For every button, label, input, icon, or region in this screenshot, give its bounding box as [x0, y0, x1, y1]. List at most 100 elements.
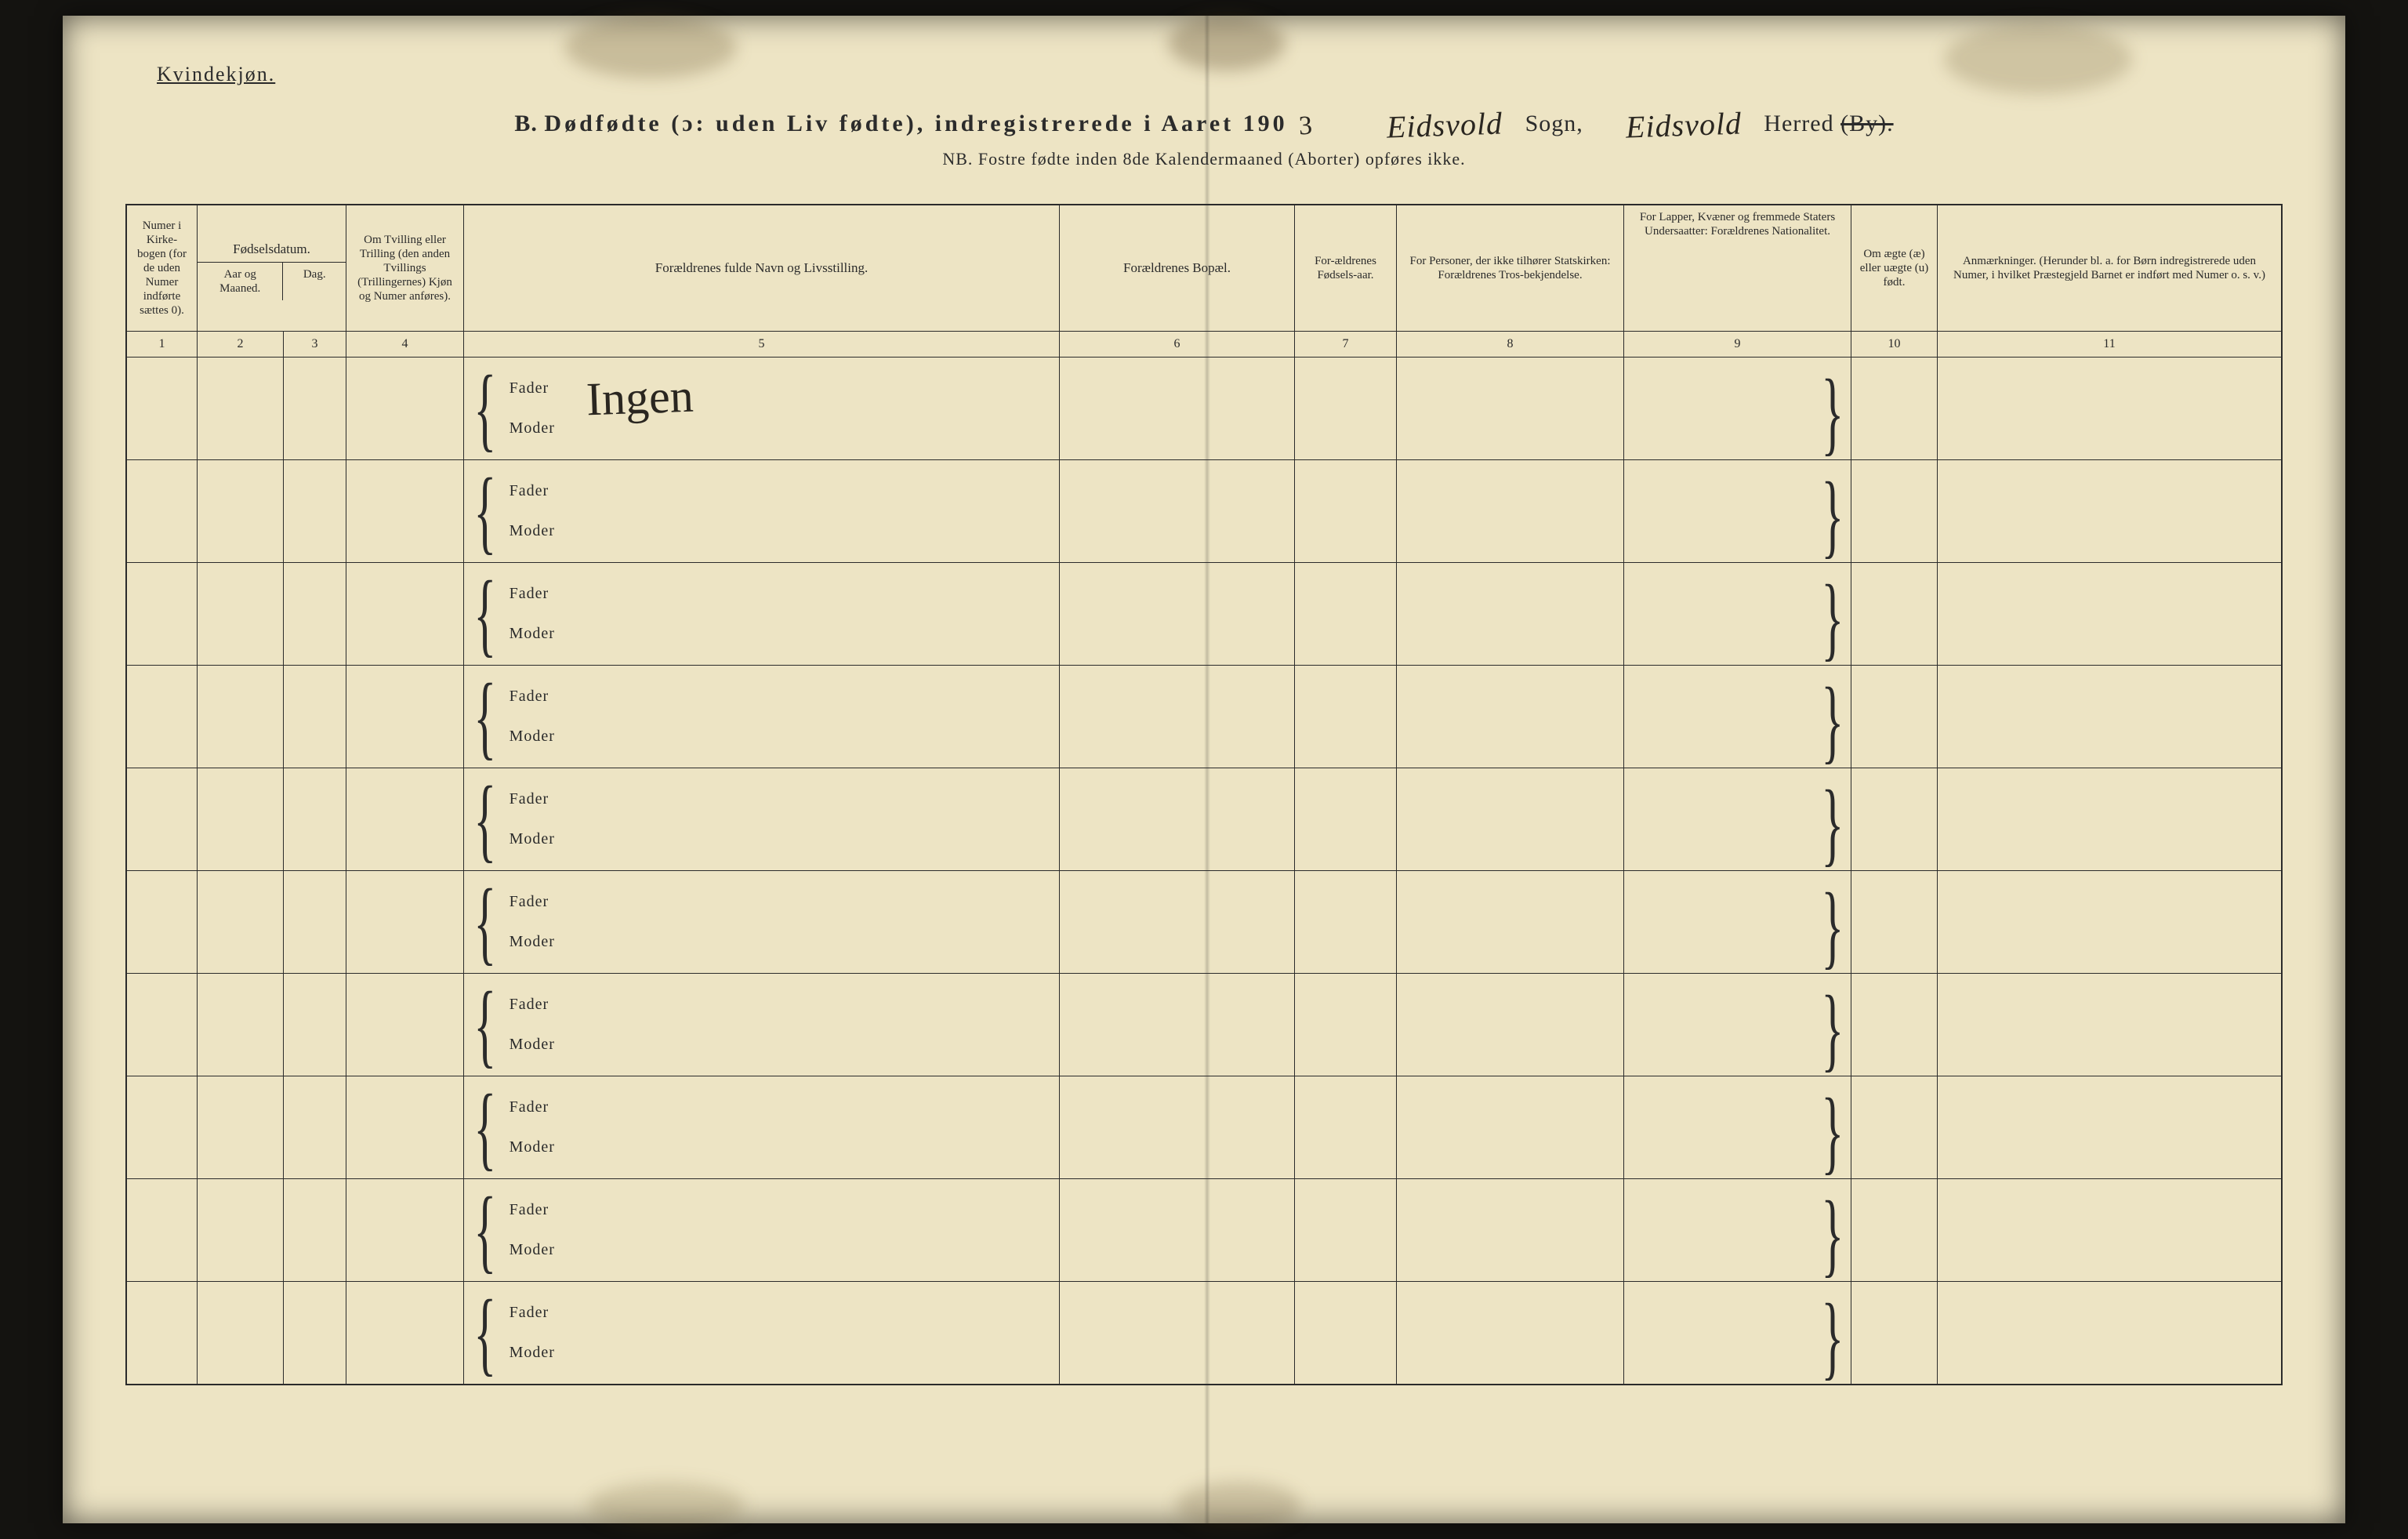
table-cell: [1060, 871, 1295, 973]
table-cell: [284, 1282, 346, 1384]
table-cell: }: [1624, 1282, 1851, 1384]
table-cell: [346, 871, 464, 973]
table-cell: [1295, 1179, 1397, 1281]
table-row: {FaderModer}: [127, 460, 2281, 563]
table-cell: {FaderModer: [464, 974, 1060, 1076]
moder-label: Moder: [510, 1240, 572, 1260]
table-cell: [1851, 974, 1938, 1076]
form-subtitle: NB. Fostre fødte inden 8de Kalendermaane…: [110, 149, 2298, 169]
title-herred-label: Herred: [1764, 111, 1833, 136]
col-header-7: For-ældrenes Fødsels-aar.: [1295, 205, 1397, 331]
table-cell: [1938, 974, 2281, 1076]
table-cell: [127, 871, 198, 973]
brace-icon: }: [1822, 678, 1844, 763]
colnum-4: 4: [346, 332, 464, 357]
moder-label: Moder: [510, 1035, 572, 1054]
fader-label: Fader: [510, 584, 572, 604]
col-header-10: Om ægte (æ) eller uægte (u) født.: [1851, 205, 1938, 331]
brace-icon: }: [1822, 1089, 1844, 1174]
table-cell: [127, 460, 198, 562]
table-cell: [1397, 1179, 1624, 1281]
table-cell: [1397, 666, 1624, 768]
table-cell: [1060, 1076, 1295, 1178]
brace-icon: {: [473, 469, 496, 554]
table-cell: [346, 1282, 464, 1384]
table-row: {FaderModer}: [127, 871, 2281, 974]
table-cell: [1938, 871, 2281, 973]
brace-icon: {: [473, 880, 496, 964]
title-year-handwritten: 3: [1298, 111, 1314, 142]
row-entry: Ingen: [578, 362, 1053, 455]
fader-label: Fader: [510, 1098, 572, 1117]
table-cell: { Fader Moder: [464, 666, 1060, 768]
brace-icon: }: [1822, 370, 1844, 455]
row-entry: [578, 773, 1053, 866]
table-cell: [198, 460, 284, 562]
table-cell: [1938, 666, 2281, 768]
table-cell: [1851, 871, 1938, 973]
table-cell: [284, 974, 346, 1076]
table-cell: [1060, 768, 1295, 870]
table-cell: [1295, 1282, 1397, 1384]
table-cell: [1851, 1282, 1938, 1384]
table-cell: {FaderModer: [464, 460, 1060, 562]
table-cell: [198, 666, 284, 768]
table-cell: }: [1624, 666, 1851, 768]
col-subheader-3: Dag.: [283, 263, 346, 300]
table-row: { Fader Moder}: [127, 666, 2281, 768]
page-content: Kvindekjøn. B. Dødfødte (ɔ: uden Liv fød…: [110, 47, 2298, 1492]
table-cell: [284, 1076, 346, 1178]
table-cell: [127, 563, 198, 665]
row-entry: [578, 465, 1053, 557]
brace-icon: {: [473, 1085, 496, 1170]
col-header-2-3: Fødselsdatum. Aar og Maaned. Dag.: [198, 205, 346, 331]
table-cell: [1397, 871, 1624, 973]
table-cell: {FaderModer: [464, 1076, 1060, 1178]
table-cell: [1397, 563, 1624, 665]
row-entry: [578, 568, 1053, 660]
brace-icon: }: [1822, 884, 1844, 968]
moder-label: Moder: [510, 727, 572, 746]
fader-label: Fader: [510, 1200, 572, 1220]
table-row: {FaderModer}: [127, 563, 2281, 666]
brace-icon: {: [473, 1290, 496, 1375]
paper-page: Kvindekjøn. B. Dødfødte (ɔ: uden Liv fød…: [63, 16, 2345, 1523]
table-cell: [198, 871, 284, 973]
table-cell: }: [1624, 974, 1851, 1076]
table-cell: }: [1624, 1076, 1851, 1178]
row-entry: [578, 1287, 1053, 1379]
table-cell: }: [1624, 563, 1851, 665]
fader-label: Fader: [510, 379, 572, 398]
title-main: Dødfødte (ɔ: uden Liv fødte), indregistr…: [544, 111, 1287, 136]
table-cell: [1938, 768, 2281, 870]
brace-icon: {: [473, 366, 496, 451]
table-cell: [1060, 1282, 1295, 1384]
table-row: {FaderModer}: [127, 1282, 2281, 1384]
handwritten-entry: Ingen: [585, 367, 694, 430]
moder-label: Moder: [510, 829, 572, 849]
table-cell: [1851, 1179, 1938, 1281]
col-header-1: Numer i Kirke-bogen (for de uden Numer i…: [127, 205, 198, 331]
fader-label: Fader: [510, 687, 572, 706]
table-cell: [1938, 1076, 2281, 1178]
brace-icon: {: [473, 674, 496, 759]
table-cell: [346, 1179, 464, 1281]
table-colnum-row: 1 2 3 4 5 6 7 8 9 10 11: [127, 332, 2281, 358]
form-title: B. Dødfødte (ɔ: uden Liv fødte), indregi…: [110, 102, 2298, 139]
table-cell: [1851, 768, 1938, 870]
table-cell: {FaderModer: [464, 1179, 1060, 1281]
row-entry: [578, 1081, 1053, 1174]
table-cell: {FaderModer: [464, 1282, 1060, 1384]
brace-icon: {: [473, 777, 496, 862]
table-cell: [1295, 563, 1397, 665]
table-cell: [198, 974, 284, 1076]
brace-icon: {: [473, 572, 496, 656]
col-header-5: Forældrenes fulde Navn og Livsstilling.: [464, 205, 1060, 331]
table-header-row: Numer i Kirke-bogen (for de uden Numer i…: [127, 205, 2281, 332]
title-prefix: B.: [514, 111, 538, 136]
colnum-10: 10: [1851, 332, 1938, 357]
col-header-4: Om Tvilling eller Trilling (den anden Tv…: [346, 205, 464, 331]
fader-label: Fader: [510, 995, 572, 1015]
row-entry: [578, 670, 1053, 763]
table-cell: [1295, 768, 1397, 870]
